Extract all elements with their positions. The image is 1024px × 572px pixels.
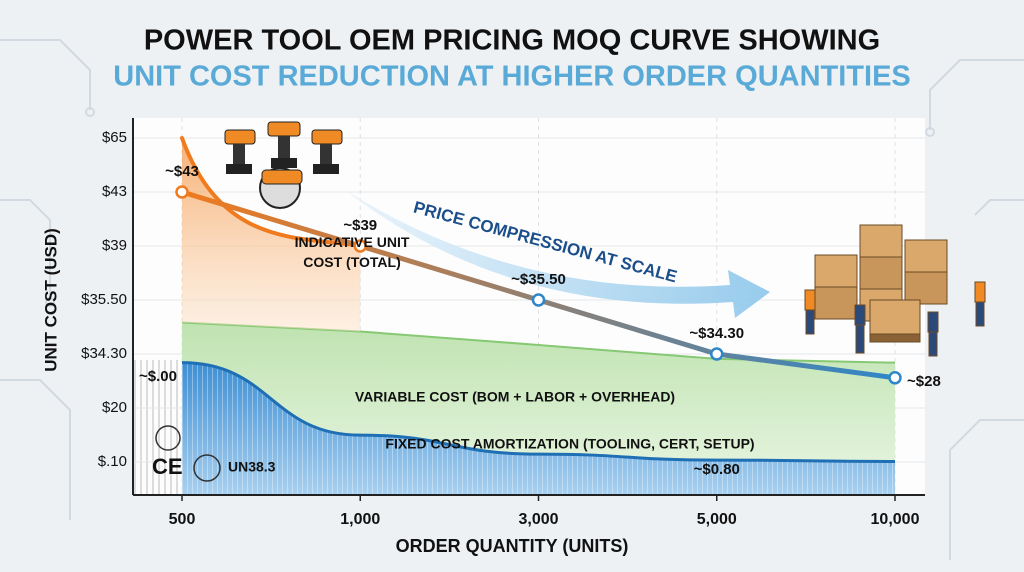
value-label: ~$28 (907, 373, 941, 390)
value-label: ~$39 (343, 217, 377, 234)
series-label: FIXED COST AMORTIZATION (TOOLING, CERT, … (385, 436, 754, 452)
fixed-cost-line (181, 361, 896, 463)
entry-cost-area (182, 138, 361, 332)
value-label: ~$0.80 (694, 461, 740, 478)
x-tick-label: 3,000 (518, 511, 558, 528)
subtitle: UNIT COST REDUCTION AT HIGHER ORDER QUAN… (113, 61, 911, 93)
entry-cost-line (180, 136, 363, 248)
certification: UN38.3 (228, 459, 276, 475)
x-tick-label: 10,000 (871, 511, 920, 528)
y-tick-label: $34.30 (81, 345, 127, 362)
total-cost-point (353, 239, 367, 253)
x-axis-label: ORDER QUANTITY (UNITS) (396, 536, 629, 556)
y-tick-label: $39 (102, 237, 127, 254)
y-tick-label: $20 (102, 399, 127, 416)
pallet-illustration (804, 224, 986, 357)
y-tick-label: $65 (102, 129, 127, 146)
background-decoration (0, 39, 1024, 560)
fixed-cost-hatch (182, 362, 895, 495)
y-tick-label: $.10 (98, 453, 127, 470)
certification: CE (152, 454, 183, 479)
y-axis-label: UNIT COST (USD) (41, 228, 60, 372)
total-cost-point (888, 371, 902, 385)
value-label: ~$35.50 (511, 271, 566, 288)
areas (181, 138, 896, 495)
lines (175, 136, 902, 385)
value-label: ~$43 (165, 163, 199, 180)
annotation: ~$.00 (139, 368, 177, 385)
x-tick-label: 5,000 (697, 511, 737, 528)
x-tick-label: 500 (169, 511, 196, 528)
series-label: VARIABLE COST (BOM + LABOR + OVERHEAD) (355, 389, 675, 405)
value-label: ~$34.30 (689, 325, 744, 342)
total-cost-point (531, 293, 546, 307)
title: POWER TOOL OEM PRICING MOQ CURVE SHOWING (144, 25, 880, 57)
series-annotation: INDICATIVE UNIT COST (TOTAL) (294, 234, 410, 270)
y-tick-label: $43 (102, 183, 127, 200)
tools-illustration (224, 121, 343, 209)
total-cost-point (710, 347, 724, 361)
y-tick-label: $35.50 (81, 291, 127, 308)
x-tick-label: 1,000 (340, 511, 380, 528)
certification-icons (155, 425, 221, 482)
total-cost-point (175, 185, 189, 199)
